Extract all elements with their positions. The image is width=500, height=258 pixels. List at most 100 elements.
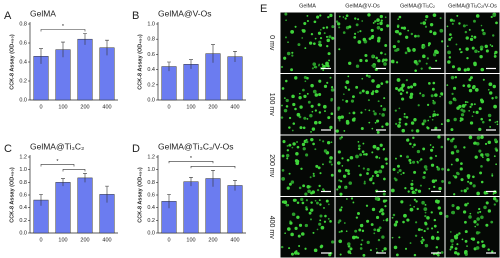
cell [343,93,345,95]
cell [355,64,360,68]
cell [294,226,298,230]
cell [395,122,398,126]
cell [382,147,386,151]
cell [404,187,407,190]
cell [357,31,359,33]
cell [473,220,477,224]
cell [327,116,331,120]
cell [406,138,410,142]
cell [384,157,388,161]
cell [348,181,353,185]
cell [473,103,476,106]
cell [467,180,470,183]
cell [464,203,468,207]
cell [343,222,346,224]
chart-title: GelMA [30,8,56,18]
y-tick-label: 0.8 [147,37,155,43]
cell [446,137,450,141]
cell [423,119,427,123]
cell [374,89,379,94]
cell [492,193,495,195]
cell [420,22,423,25]
cell [473,35,477,39]
cell [323,149,328,153]
cell [336,188,339,191]
cell [371,34,375,38]
cell [316,188,320,192]
cell [380,19,383,22]
cell [348,25,352,29]
x-tick-label: 400 [102,237,111,243]
y-tick-label: 1.0 [147,167,155,173]
y-axis-label: CCK-8 Assay (OD₄₅₀) [137,34,143,90]
cell [425,168,428,171]
cell [335,20,339,23]
cell [480,165,483,168]
cell [413,191,417,195]
cell [464,100,467,104]
cell [282,140,286,144]
cell [409,204,412,207]
micrograph [445,135,500,196]
y-tick-label: 0.2 [147,218,155,224]
cell [328,253,332,257]
cell [337,150,341,154]
cell [423,165,428,169]
cell [487,88,490,91]
cell [451,65,456,69]
cell [290,30,295,34]
cell [349,247,353,251]
cell [427,42,431,46]
cell [377,100,380,103]
cell [405,115,409,119]
cell [441,179,445,183]
cell [350,197,354,200]
cell [464,220,467,224]
cell [280,245,284,249]
cell [318,222,322,226]
cell [450,151,455,155]
cell [396,78,401,82]
cell [381,125,384,128]
cell [326,141,331,145]
cell [482,78,485,81]
cell [433,224,437,228]
cell [372,110,375,113]
cell [338,230,341,234]
cell [329,125,333,130]
cell [338,119,341,122]
cell [317,31,322,35]
cell [485,49,489,53]
cell [319,203,322,206]
error-bar [61,41,65,58]
cell [475,110,479,114]
cell [314,199,317,202]
cell [480,180,484,184]
cell [373,232,376,235]
bar [77,38,93,101]
cell [370,223,374,226]
cell [376,130,380,134]
x-tick-label: 200 [208,237,217,243]
cell [427,119,430,122]
cell [432,53,437,57]
x-tick-label: 100 [186,237,195,243]
cell [452,174,455,177]
cell [415,200,418,203]
cell [382,219,385,222]
error-bar [167,61,171,72]
cell [360,111,363,114]
cell [310,104,314,108]
cell [474,49,478,54]
cell [473,142,476,145]
cell [351,235,356,240]
cell [342,174,347,178]
cell [424,18,427,21]
cell [379,21,383,26]
cell [337,106,341,110]
cell [432,99,435,102]
cell [295,152,299,156]
cell [326,44,329,48]
cell [359,58,363,63]
cell [323,84,328,89]
